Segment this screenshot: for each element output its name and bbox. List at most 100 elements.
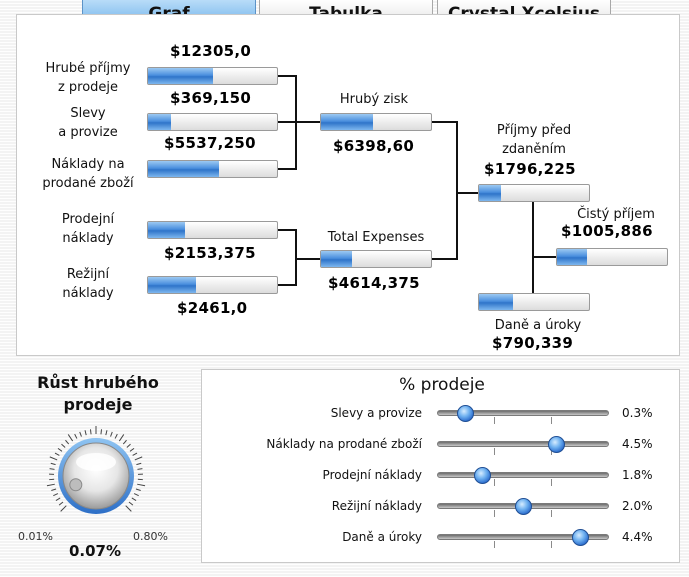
sales-costs-bar: [147, 221, 278, 239]
slider-value: 4.4%: [622, 530, 653, 544]
slider-track[interactable]: [437, 441, 609, 447]
gross-profit-bar: [320, 113, 432, 131]
growth-min-label: 0.01%: [18, 530, 53, 543]
knob-tick: [51, 488, 57, 491]
knob-tick: [54, 452, 60, 456]
knob-tick: [89, 429, 92, 435]
slider-value: 4.5%: [622, 437, 653, 451]
knob-tick: [84, 430, 87, 436]
slider-value: 0.3%: [622, 406, 653, 420]
slider-label: Náklady na prodané zboží: [266, 437, 422, 451]
cogs-label-line1: Náklady na: [51, 157, 125, 172]
slider-thumb[interactable]: [515, 498, 532, 515]
knob-tick: [100, 429, 103, 435]
taxes-bar: [478, 293, 590, 311]
slider-tick: [493, 448, 495, 455]
slider-tick: [493, 510, 495, 517]
discounts-label-line2: a provize: [58, 125, 118, 140]
net-income-bar: [556, 248, 668, 266]
taxes-label: Daně a úroky: [494, 318, 582, 333]
slider-tick: [493, 541, 495, 548]
gross-income-label: Hrubé příjmy z prodeje: [34, 59, 142, 97]
gross-income-label-line2: z prodeje: [57, 80, 119, 95]
pretax-value: $1796,225: [484, 160, 576, 178]
sales-costs-bar-fill: [148, 222, 186, 238]
knob-tick: [137, 468, 143, 470]
knob-tick: [128, 501, 134, 506]
knob-indicator: [69, 478, 83, 492]
gross-profit-label: Hrubý zisk: [339, 92, 409, 107]
cogs-bar: [147, 160, 278, 178]
overhead-label: Režijní náklady: [34, 265, 142, 303]
slider-track[interactable]: [437, 410, 609, 416]
sales-costs-label: Prodejní náklady: [34, 210, 142, 248]
knob-tick: [114, 433, 118, 439]
slider-tick: [493, 417, 495, 424]
slider-tick: [550, 479, 552, 486]
discounts-value: $369,150: [170, 89, 252, 107]
pretax-label: Příjmy před zdaněním: [478, 121, 590, 159]
slider-label: Slevy a provize: [330, 406, 422, 420]
cogs-bar-fill: [148, 161, 219, 177]
growth-knob[interactable]: [26, 418, 166, 530]
gross-income-label-line1: Hrubé příjmy: [45, 61, 131, 76]
growth-value: 0.07%: [68, 542, 122, 560]
knob-ticks: [46, 426, 146, 512]
knob-tick: [129, 447, 135, 452]
taxes-value: $790,339: [492, 334, 574, 352]
gross-income-bar-fill: [148, 68, 213, 84]
overhead-label-line1: Režijní: [66, 267, 110, 282]
growth-title-line2: prodeje: [63, 395, 133, 414]
knob-tick: [132, 452, 138, 456]
growth-title-line1: Růst hrubého: [37, 373, 159, 392]
knob-tick: [122, 439, 127, 445]
discounts-bar-fill: [148, 114, 172, 130]
slider-thumb[interactable]: [571, 529, 589, 546]
knob-tick: [126, 443, 131, 448]
slider-thumb[interactable]: [473, 467, 491, 484]
knob-tick: [61, 443, 66, 448]
knob-tick: [105, 430, 108, 436]
sales-percent-panel: [201, 369, 680, 563]
sales-percent-title: % prodeje: [399, 375, 485, 395]
sales-costs-label-line1: Prodejní: [61, 212, 115, 227]
pretax-label-line2: zdaněním: [502, 142, 566, 157]
knob-tick: [133, 493, 139, 497]
slider-track[interactable]: [437, 534, 609, 540]
sales-costs-value: $2153,375: [164, 244, 256, 262]
knob-tick: [134, 456, 143, 461]
knob-tick: [67, 434, 74, 442]
knob-tick: [74, 433, 78, 439]
knob-tick: [125, 505, 132, 512]
knob-tick: [136, 462, 142, 466]
slider-label: Režijní náklady: [331, 499, 422, 513]
knob-tick: [60, 505, 67, 512]
overhead-value: $2461,0: [177, 299, 248, 317]
pretax-label-line1: Příjmy před: [496, 123, 572, 138]
discounts-bar: [147, 113, 278, 131]
slider-thumb[interactable]: [456, 405, 474, 422]
taxes-bar-fill: [479, 294, 514, 310]
knob-tick: [65, 439, 70, 445]
cogs-value: $5537,250: [164, 134, 256, 152]
knob-tick: [79, 431, 82, 437]
knob-tick: [49, 456, 58, 461]
gross-profit-value: $6398,60: [333, 137, 415, 155]
gross-income-bar: [147, 67, 278, 85]
total-expenses-bar: [320, 250, 432, 268]
net-income-value: $1005,886: [561, 222, 653, 240]
knob-tick: [46, 483, 55, 487]
knob-tick: [57, 447, 63, 452]
knob-tick: [137, 483, 146, 487]
overhead-label-line2: náklady: [62, 286, 114, 301]
slider-value: 2.0%: [622, 499, 653, 513]
sales-costs-label-line2: náklady: [62, 231, 114, 246]
total-expenses-label: Total Expenses: [327, 230, 425, 245]
knob-tick: [118, 434, 125, 442]
slider-thumb[interactable]: [547, 436, 565, 453]
slider-label: Daně a úroky: [342, 530, 422, 544]
slider-label: Prodejní náklady: [322, 468, 422, 482]
slider-track[interactable]: [437, 472, 609, 478]
cogs-label-line2: prodané zboží: [42, 176, 134, 191]
